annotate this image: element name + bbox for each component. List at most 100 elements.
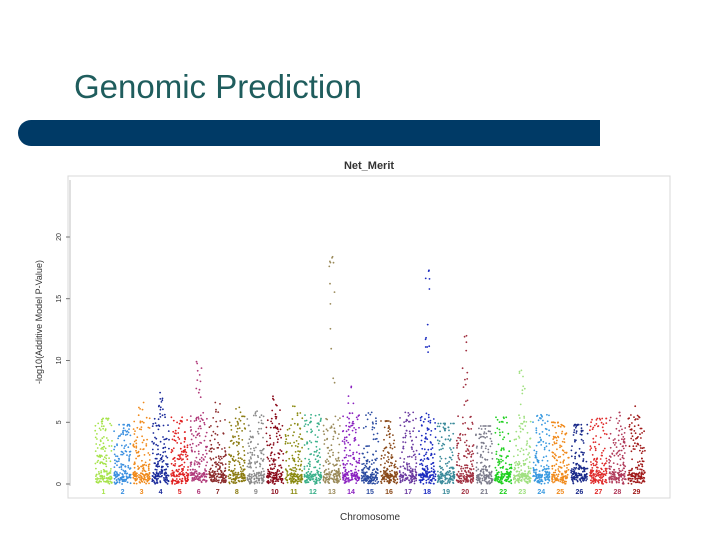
data-point	[120, 468, 123, 471]
data-point	[173, 474, 175, 477]
data-point	[315, 445, 318, 448]
data-point	[228, 421, 231, 424]
data-point	[115, 455, 117, 457]
data-point	[349, 479, 352, 482]
data-point	[345, 456, 347, 459]
data-point	[205, 452, 208, 455]
data-point	[540, 479, 543, 481]
data-point	[222, 455, 225, 458]
data-point	[623, 467, 625, 470]
data-point	[216, 425, 219, 428]
data-point	[619, 458, 622, 461]
data-point	[500, 461, 502, 463]
data-point	[119, 472, 121, 474]
data-point	[444, 429, 446, 432]
data-point	[478, 437, 481, 440]
data-point	[195, 417, 198, 420]
data-point	[634, 405, 637, 408]
data-point	[356, 418, 359, 421]
data-point	[448, 470, 451, 472]
data-point	[132, 472, 135, 474]
data-point	[481, 479, 484, 482]
data-point	[216, 475, 219, 477]
data-point	[108, 445, 111, 447]
data-point	[186, 469, 189, 471]
data-point	[390, 456, 393, 458]
data-point	[201, 475, 204, 478]
data-point	[297, 456, 300, 459]
data-point	[441, 472, 443, 475]
data-point	[634, 481, 637, 484]
data-point	[322, 478, 325, 481]
data-point	[204, 468, 206, 470]
data-point	[546, 474, 549, 477]
data-point	[118, 458, 121, 460]
data-point	[385, 478, 387, 481]
data-point	[396, 467, 399, 470]
data-point	[632, 445, 635, 448]
data-point	[580, 477, 582, 480]
data-point	[396, 478, 399, 481]
data-point	[230, 429, 233, 431]
data-point	[578, 468, 580, 471]
data-point	[205, 464, 208, 467]
data-point	[398, 470, 401, 472]
data-point	[256, 454, 259, 457]
data-point	[204, 435, 207, 438]
data-point	[111, 440, 113, 442]
data-point	[199, 458, 201, 461]
data-point	[605, 422, 608, 424]
data-point	[453, 477, 455, 480]
data-point	[135, 449, 137, 452]
data-point	[527, 481, 529, 483]
data-point	[463, 455, 465, 457]
data-point	[363, 456, 366, 459]
data-point	[613, 477, 615, 479]
data-point	[523, 479, 526, 481]
data-point	[304, 414, 306, 416]
data-point	[197, 416, 200, 418]
data-point	[618, 471, 620, 474]
data-point	[581, 476, 584, 478]
data-point	[483, 425, 486, 427]
data-point	[117, 460, 120, 462]
data-point	[153, 476, 156, 478]
data-point	[194, 478, 197, 480]
data-point	[405, 420, 407, 423]
data-point	[364, 471, 367, 474]
data-point	[269, 464, 271, 467]
data-point	[354, 468, 357, 471]
data-point	[113, 477, 116, 480]
data-point	[95, 443, 98, 445]
data-point	[213, 472, 215, 475]
data-point	[526, 431, 529, 434]
data-point	[446, 465, 448, 467]
data-point	[515, 461, 518, 463]
data-point	[440, 482, 443, 485]
data-point	[295, 440, 298, 442]
data-point	[243, 427, 246, 429]
data-point	[238, 463, 241, 466]
data-point	[314, 458, 317, 461]
data-point	[135, 442, 138, 445]
data-point	[314, 440, 317, 443]
data-point	[327, 463, 330, 465]
data-point	[422, 420, 425, 423]
data-point	[637, 443, 640, 446]
data-point	[156, 424, 158, 427]
data-point	[270, 420, 272, 423]
data-point	[249, 451, 252, 454]
data-point	[540, 482, 543, 485]
data-point	[147, 469, 150, 471]
data-point	[110, 468, 112, 470]
data-point	[609, 446, 612, 449]
data-point	[350, 469, 352, 472]
data-point	[419, 419, 422, 422]
data-point	[611, 473, 614, 476]
data-point	[212, 457, 215, 460]
data-point	[165, 455, 168, 458]
data-point	[644, 449, 646, 452]
data-point	[163, 413, 166, 416]
data-point	[632, 439, 635, 441]
data-point	[448, 467, 451, 469]
